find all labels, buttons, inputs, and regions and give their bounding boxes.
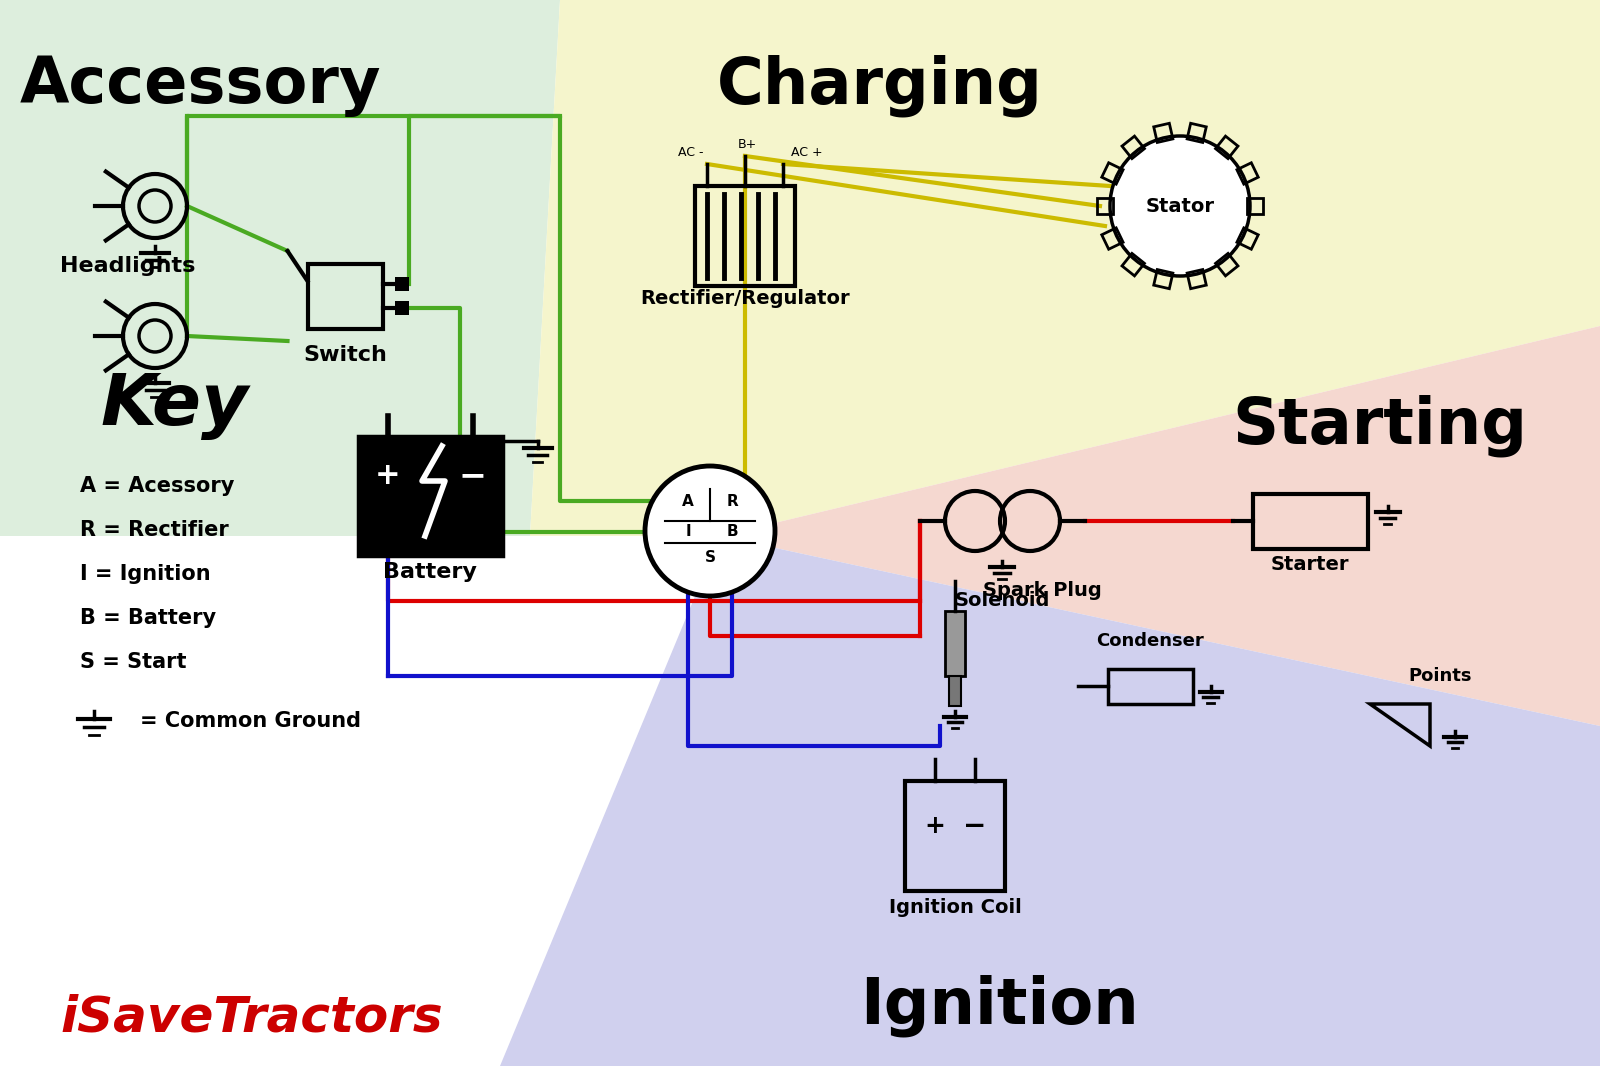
Text: A: A [682, 494, 694, 508]
Text: S = Start: S = Start [80, 652, 187, 672]
Text: Charging: Charging [717, 54, 1043, 117]
Bar [395, 301, 408, 314]
Text: Condenser: Condenser [1096, 632, 1203, 650]
Bar [1107, 668, 1192, 704]
Text: I = Ignition: I = Ignition [80, 564, 211, 584]
Text: Switch: Switch [302, 345, 387, 365]
Bar [946, 611, 965, 676]
Polygon shape [720, 326, 1600, 726]
Bar [1122, 254, 1144, 276]
Bar [1216, 136, 1238, 159]
Text: B+: B+ [738, 138, 757, 151]
Bar [1122, 136, 1144, 159]
Bar [357, 436, 502, 556]
Bar [1237, 163, 1258, 184]
Text: A = Acessory: A = Acessory [80, 477, 234, 496]
Text: B = Battery: B = Battery [80, 608, 216, 628]
Bar [1246, 198, 1262, 214]
Polygon shape [499, 536, 1600, 1066]
Text: Battery: Battery [382, 562, 477, 582]
Text: I: I [685, 524, 691, 539]
Text: −: − [963, 812, 987, 840]
Bar [1154, 270, 1173, 289]
Bar [1102, 163, 1123, 184]
Circle shape [645, 466, 774, 596]
Text: Points: Points [1408, 667, 1472, 685]
Bar [1102, 228, 1123, 249]
Text: Spark Plug: Spark Plug [982, 581, 1102, 600]
Bar [949, 676, 962, 706]
Text: Solenoid: Solenoid [954, 591, 1050, 610]
Text: +: + [925, 814, 946, 838]
Bar [307, 263, 382, 328]
Bar [694, 185, 795, 286]
Text: Ignition: Ignition [861, 974, 1139, 1037]
Circle shape [1110, 136, 1250, 276]
Text: Headlights: Headlights [61, 256, 195, 276]
Text: Starter: Starter [1270, 555, 1349, 575]
Text: Rectifier/Regulator: Rectifier/Regulator [640, 289, 850, 308]
Bar [1187, 270, 1206, 289]
Polygon shape [0, 0, 560, 536]
Text: AC +: AC + [790, 146, 822, 159]
Text: Stator: Stator [1146, 196, 1214, 215]
Bar [1253, 494, 1368, 549]
Bar [1187, 124, 1206, 143]
Text: −: − [459, 459, 486, 492]
Bar [395, 277, 408, 291]
Bar [906, 781, 1005, 891]
Text: Accessory: Accessory [19, 55, 381, 117]
Text: = Common Ground: = Common Ground [141, 711, 362, 731]
Text: S: S [704, 549, 715, 565]
Text: AC -: AC - [678, 146, 704, 159]
Text: Starting: Starting [1232, 394, 1528, 457]
Text: Ignition Coil: Ignition Coil [888, 898, 1021, 917]
Text: +: + [374, 462, 400, 490]
Text: Key: Key [99, 371, 248, 440]
Text: iSaveTractors: iSaveTractors [61, 994, 443, 1041]
Polygon shape [400, 0, 1600, 536]
Bar [1216, 254, 1238, 276]
Bar [1098, 198, 1114, 214]
Bar [1154, 124, 1173, 143]
Text: B: B [726, 524, 738, 539]
Text: R = Rectifier: R = Rectifier [80, 520, 229, 540]
Bar [1237, 228, 1258, 249]
Text: R: R [726, 494, 738, 508]
